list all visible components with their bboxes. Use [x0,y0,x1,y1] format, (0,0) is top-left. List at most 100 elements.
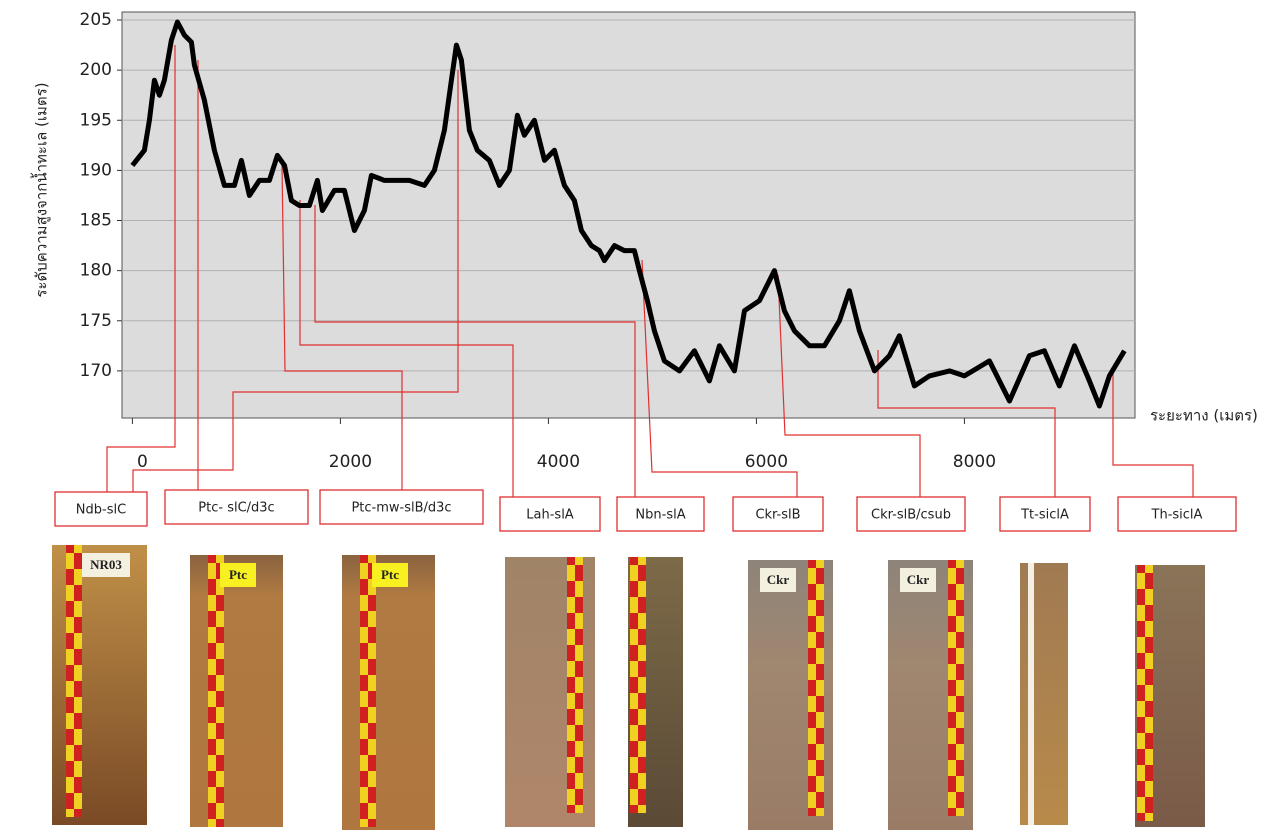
ruler-segment [567,581,575,589]
ruler-segment [216,747,224,755]
ruler-segment [74,617,82,625]
y-tick-label: 200 [80,60,112,80]
ruler-segment [638,653,646,661]
ruler-segment [360,731,368,739]
ruler-segment [216,555,224,563]
ruler-segment [956,704,964,712]
ruler-segment [1145,589,1153,597]
ruler-segment [948,632,956,640]
ruler-segment [368,707,376,715]
ruler-segment [66,569,74,577]
ruler-segment [1145,733,1153,741]
ruler-segment [66,577,74,585]
ruler-segment [630,605,638,613]
ruler-segment [1145,565,1153,573]
ruler-segment [808,640,816,648]
ruler-segment [368,787,376,795]
ruler-segment [816,600,824,608]
ruler-segment [630,557,638,565]
ruler-segment [66,721,74,729]
ruler-segment [74,769,82,777]
ruler-segment [208,643,216,651]
ruler-segment [630,669,638,677]
ruler-segment [630,581,638,589]
ruler-segment [816,704,824,712]
ruler-segment [216,587,224,595]
ruler-segment [956,568,964,576]
ruler-segment [956,584,964,592]
connector [877,350,1056,497]
ruler-segment [575,685,583,693]
ruler-segment [630,789,638,797]
ruler-segment [575,669,583,677]
ruler-segment [808,672,816,680]
ruler-segment [1145,653,1153,661]
ruler-segment [816,792,824,800]
ruler-segment [816,672,824,680]
ruler-segment [630,725,638,733]
ruler-segment [1145,621,1153,629]
label-box [319,489,484,525]
ruler-segment [368,635,376,643]
ruler-segment [816,664,824,672]
ruler-segment [208,755,216,763]
ruler-segment [630,741,638,749]
ruler-segment [575,581,583,589]
ruler-segment [567,613,575,621]
ruler-segment [816,568,824,576]
ruler-segment [1137,573,1145,581]
ruler-segment [630,733,638,741]
ruler-segment [360,699,368,707]
ruler-segment [567,661,575,669]
ruler-segment [956,680,964,688]
ruler-segment [368,659,376,667]
ruler-segment [208,795,216,803]
ruler-segment [630,701,638,709]
ruler-segment [368,683,376,691]
ruler-segment [208,779,216,787]
ruler-segment [956,600,964,608]
ruler-segment [216,755,224,763]
ruler-segment [808,792,816,800]
ruler-segment [575,765,583,773]
ruler-segment [66,697,74,705]
ruler-segment [956,720,964,728]
ruler-segment [956,688,964,696]
ruler-segment [956,664,964,672]
label-box [616,496,705,532]
ruler-segment [1145,605,1153,613]
ruler-segment [816,808,824,816]
ruler-segment [816,712,824,720]
ruler-segment [808,736,816,744]
ruler-segment [948,616,956,624]
ruler-segment [956,752,964,760]
ruler-segment [74,657,82,665]
ruler-segment [1137,789,1145,797]
ruler-segment [948,584,956,592]
ruler-segment [567,789,575,797]
ruler-segment [1137,677,1145,685]
ruler-segment [948,600,956,608]
ruler-segment [575,565,583,573]
ruler-segment [74,793,82,801]
ruler-segment [1137,709,1145,717]
soil-photo [190,555,283,827]
ruler-segment [948,624,956,632]
ruler-segment [66,641,74,649]
ruler-segment [360,579,368,587]
ruler-segment [360,675,368,683]
ruler-segment [567,773,575,781]
ruler-segment [66,689,74,697]
ruler-segment [360,619,368,627]
ruler-segment [816,680,824,688]
photo-tag [760,568,796,592]
ruler-segment [66,545,74,553]
ruler-segment [66,801,74,809]
ruler-segment [208,555,216,563]
label-box [856,496,966,532]
ruler-segment [575,597,583,605]
ruler-segment [630,805,638,813]
ruler-segment [216,667,224,675]
ruler-segment [66,705,74,713]
ruler-segment [208,723,216,731]
